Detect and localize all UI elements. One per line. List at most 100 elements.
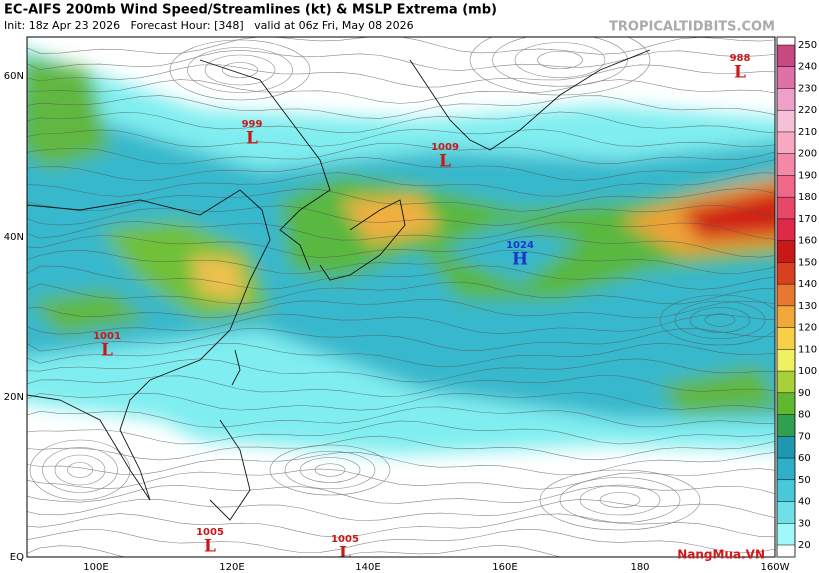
- streamline-eddy: [299, 457, 361, 483]
- streamline: [27, 435, 775, 461]
- streamline-eddy: [204, 54, 276, 86]
- streamline: [27, 299, 775, 319]
- streamline: [27, 129, 775, 148]
- pressure-value: 999: [242, 119, 263, 130]
- streamline: [27, 498, 775, 522]
- streamline: [27, 49, 775, 71]
- map-frame: [26, 36, 776, 558]
- streamline: [27, 111, 775, 134]
- streamline-eddy: [689, 307, 751, 333]
- colorbar-segment: [777, 349, 795, 372]
- pressure-symbol: L: [339, 544, 351, 564]
- streamline-eddy: [42, 447, 118, 493]
- colorbar-segment: [777, 88, 795, 111]
- colorbar-label: 220: [798, 105, 817, 116]
- coastlines: [27, 49, 651, 521]
- colorbar-label: 130: [798, 301, 817, 312]
- streamline-eddy: [284, 450, 376, 490]
- streamline-eddy: [537, 50, 583, 70]
- colorbar-label: 40: [798, 497, 811, 508]
- title: EC-AIFS 200mb Wind Speed/Streamlines (kt…: [4, 3, 497, 18]
- pressure-symbol: L: [734, 63, 746, 83]
- streamline: [27, 205, 775, 226]
- lon-label: 100E: [83, 562, 108, 573]
- colorbar-label: 180: [798, 192, 817, 203]
- streamline: [27, 64, 775, 88]
- streamline-eddy: [579, 484, 661, 516]
- lat-label: 20N: [4, 392, 24, 403]
- colorbar-segment: [777, 436, 795, 459]
- streamline: [27, 37, 775, 55]
- colorbar-segment: [777, 371, 795, 393]
- streamline-eddy: [514, 42, 606, 78]
- streamline: [27, 392, 775, 411]
- streamline: [27, 327, 775, 352]
- colorbar-segment: [777, 131, 795, 154]
- pressure-value: 1009: [431, 142, 459, 153]
- streamline: [27, 528, 775, 554]
- streamline: [27, 375, 775, 397]
- watermark: TROPICALTIDBITS.COM: [609, 20, 775, 35]
- colorbar-segment: [777, 414, 795, 437]
- lat-label: EQ: [10, 552, 24, 563]
- pressure-value: 1005: [196, 527, 224, 538]
- colorbar-segment: [777, 218, 795, 241]
- streamline: [27, 513, 775, 538]
- colorbar-segment: [777, 392, 795, 415]
- pressure-value: 1024: [506, 240, 534, 251]
- streamline-eddy: [659, 294, 775, 346]
- streamline-eddy: [269, 444, 391, 496]
- streamline: [27, 342, 775, 368]
- streamline: [27, 544, 775, 557]
- lon-label: 160W: [761, 562, 790, 573]
- streamline-eddy: [222, 62, 258, 78]
- colorbar-segment: [777, 110, 795, 132]
- colorbar-segment: [777, 45, 795, 67]
- colorbar-label: 200: [798, 149, 817, 160]
- streamline: [27, 313, 775, 335]
- streamline: [27, 358, 775, 383]
- colorbar-segment: [777, 327, 795, 350]
- lon-label: 180: [630, 562, 649, 573]
- lat-label: 40N: [4, 232, 24, 243]
- logo: NangMua.VN: [677, 548, 765, 562]
- colorbar-label: 90: [798, 388, 811, 399]
- colorbar-label: 110: [798, 344, 817, 355]
- streamline: [27, 406, 775, 428]
- pressure-symbol: H: [512, 250, 528, 270]
- pressure-symbol: L: [204, 537, 216, 557]
- colorbar-label: 50: [798, 475, 811, 486]
- colorbar-label: 240: [798, 62, 817, 73]
- streamline: [27, 79, 775, 104]
- streamline: [27, 249, 775, 275]
- colorbar-label: 170: [798, 214, 817, 225]
- colorbar-segment: [777, 479, 795, 502]
- colorbar-label: 120: [798, 323, 817, 334]
- colorbar-frame: [776, 36, 796, 558]
- wind-field: [27, 49, 775, 455]
- colorbar: 20 30 40 50 60 70 80 90 100 110 120 130 140 150 160 170…: [776, 36, 817, 558]
- streamline: [27, 95, 775, 119]
- streamline-eddy: [187, 47, 293, 93]
- lon-label: 120E: [219, 562, 244, 573]
- lon-label: 160E: [492, 562, 517, 573]
- colorbar-label: 70: [798, 431, 811, 442]
- pressure-value: 1005: [331, 534, 359, 545]
- streamline: [27, 468, 775, 490]
- streamline: [27, 452, 775, 476]
- colorbar-label: 100: [798, 366, 817, 377]
- colorbar-segment: [777, 305, 795, 328]
- streamline-eddy: [314, 463, 346, 477]
- streamline-eddy: [54, 454, 106, 486]
- colorbar-label: 60: [798, 453, 811, 464]
- colorbar-segment: [777, 240, 795, 263]
- colorbar-label: 140: [798, 279, 817, 290]
- streamline-eddy: [67, 462, 93, 478]
- streamline: [27, 142, 775, 165]
- streamline: [27, 420, 775, 445]
- streamline-eddy: [169, 39, 311, 101]
- streamline: [27, 265, 775, 290]
- colorbar-segment: [777, 197, 795, 219]
- colorbar-label: 230: [798, 83, 817, 94]
